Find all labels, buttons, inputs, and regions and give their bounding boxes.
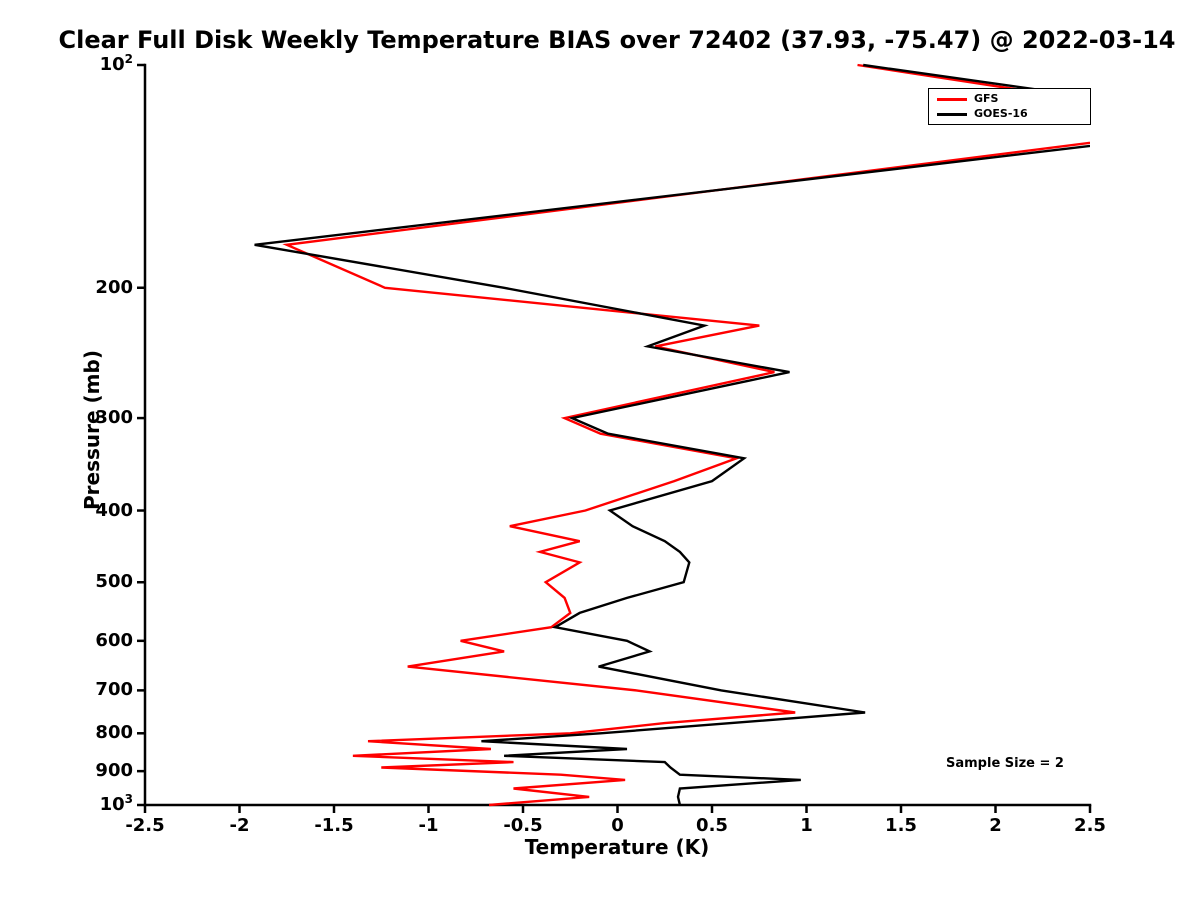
y-tick-label: 400 (95, 499, 133, 521)
x-tick-label: 1 (800, 815, 813, 836)
x-tick-label: -2 (229, 815, 250, 836)
y-tick-label: 800 (95, 722, 133, 744)
y-tick-label: 102 (99, 52, 133, 75)
x-tick-label: -0.5 (503, 815, 543, 836)
legend-item-gfs: GFS (937, 93, 1082, 105)
x-tick-label: 0 (611, 815, 624, 836)
x-tick-label: -2.5 (125, 815, 165, 836)
goes-16-line-sample (937, 112, 967, 116)
gfs-line-sample (937, 97, 967, 101)
y-tick-label: 300 (95, 407, 133, 429)
x-tick-label: 1.5 (885, 815, 917, 836)
y-tick-label: 600 (95, 629, 133, 651)
exponent: 2 (124, 52, 133, 66)
x-tick-label: 2 (989, 815, 1002, 836)
sample-size-annotation: Sample Size = 2 (946, 756, 1064, 771)
y-tick-label: 103 (99, 792, 133, 815)
legend-item-goes-16: GOES-16 (937, 108, 1082, 120)
x-tick-label: -1.5 (314, 815, 354, 836)
gfs-line (282, 63, 1090, 807)
x-tick-label: 0.5 (696, 815, 728, 836)
goes-16-line (254, 63, 1090, 806)
x-tick-label: -1 (418, 815, 439, 836)
y-tick-label: 700 (95, 679, 133, 701)
x-axis-label: Temperature (K) (524, 835, 710, 859)
y-tick-label: 200 (95, 276, 133, 298)
exponent: 3 (124, 792, 133, 806)
legend-label-gfs: GFS (974, 92, 999, 105)
y-tick-label: 500 (95, 571, 133, 593)
legend-label-goes-16: GOES-16 (974, 107, 1028, 120)
chart-title: Clear Full Disk Weekly Temperature BIAS … (58, 26, 1176, 54)
y-axis-label: Pressure (mb) (80, 350, 104, 510)
y-tick-label: 900 (95, 760, 133, 782)
legend: GFS GOES-16 (928, 88, 1091, 125)
x-tick-label: 2.5 (1074, 815, 1106, 836)
